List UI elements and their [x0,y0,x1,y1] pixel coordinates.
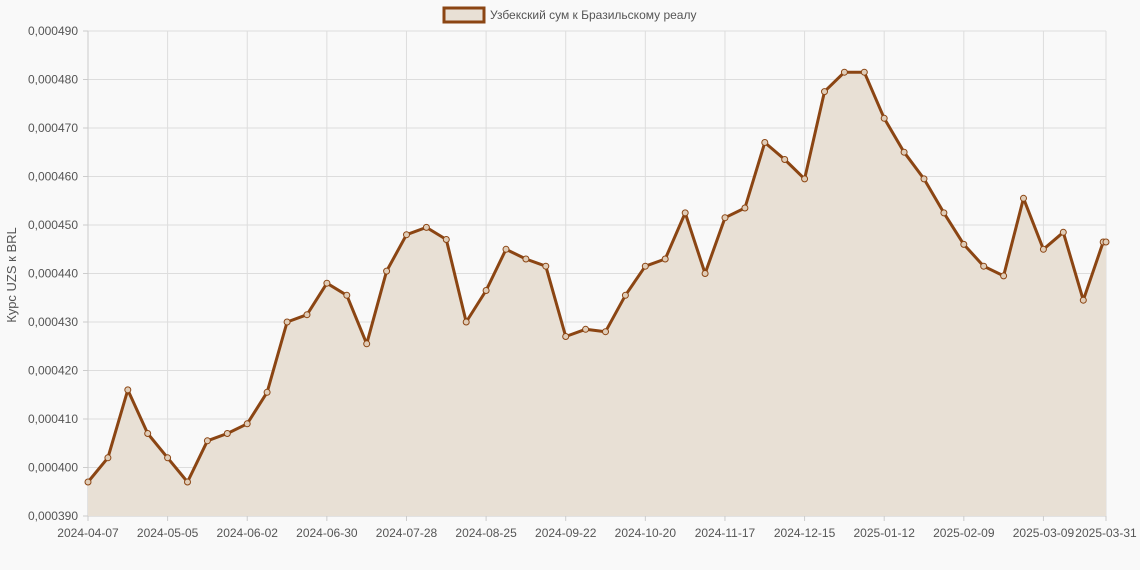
y-tick-label: 0,000480 [28,73,78,87]
y-tick-label: 0,000490 [28,24,78,38]
data-point[interactable] [980,262,988,270]
data-point[interactable] [283,318,291,326]
data-point[interactable] [1102,238,1110,246]
data-point[interactable] [880,114,888,122]
data-points [84,68,1110,486]
x-tick-label: 2024-09-22 [535,526,597,540]
x-tick-label: 2024-12-15 [774,526,836,540]
y-tick-label: 0,000460 [28,170,78,184]
data-point[interactable] [323,279,331,287]
data-point[interactable] [920,175,928,183]
x-tick-label: 2024-06-02 [217,526,279,540]
legend[interactable]: Узбекский сум к Бразильскому реалу [442,6,696,24]
data-point[interactable] [840,68,848,76]
x-tick-label: 2025-03-09 [1013,526,1075,540]
y-tick-label: 0,000390 [28,509,78,523]
legend-swatch[interactable] [442,6,486,24]
data-point[interactable] [821,88,828,96]
x-tick-label: 2024-07-28 [376,526,438,540]
series-area-fill [88,72,1106,516]
y-axis-ticks: 0,000390 0,000400 0,000410 0,000420 0,000430… [28,24,78,523]
x-tick-label: 2025-03-31 [1075,526,1137,540]
data-point[interactable] [502,245,510,253]
data-point[interactable] [223,430,231,437]
data-point[interactable] [940,209,948,217]
x-tick-label: 2024-10-20 [615,526,677,540]
x-tick-label: 2024-06-30 [296,526,358,540]
data-point[interactable] [781,156,789,163]
data-point[interactable] [701,270,709,277]
y-tick-label: 0,000420 [28,364,78,378]
x-tick-label: 2025-02-09 [933,526,995,540]
data-point[interactable] [263,388,271,396]
data-point[interactable] [124,386,132,394]
data-point[interactable] [383,267,391,275]
series-area [88,72,1106,516]
data-point[interactable] [621,291,629,299]
data-point[interactable] [801,175,809,183]
data-point[interactable] [900,148,908,156]
data-point[interactable] [1039,245,1047,253]
data-point[interactable] [403,231,410,239]
data-point[interactable] [144,430,152,437]
data-point[interactable] [203,437,211,445]
data-point[interactable] [442,236,450,243]
data-point[interactable] [1079,296,1087,304]
data-point[interactable] [1059,228,1067,236]
y-axis-title: Курс UZS к BRL [4,227,19,322]
y-tick-label: 0,000410 [28,412,78,426]
data-point[interactable] [422,223,430,231]
data-point[interactable] [661,255,669,263]
x-tick-label: 2024-05-05 [137,526,199,540]
y-tick-label: 0,000470 [28,121,78,135]
data-point[interactable] [462,318,470,326]
x-tick-label: 2024-08-25 [455,526,517,540]
x-tick-label: 2024-11-17 [695,526,756,540]
data-point[interactable] [681,209,689,217]
data-point[interactable] [84,478,92,486]
data-point[interactable] [522,255,530,263]
y-tick-label: 0,000450 [28,218,78,232]
data-point[interactable] [343,291,351,299]
data-point[interactable] [641,262,649,270]
data-point[interactable] [960,240,968,248]
data-point[interactable] [602,328,609,336]
data-point[interactable] [164,454,172,462]
x-axis-ticks: 2024-04-07 2024-05-05 2024-06-02 2024-06-30… [57,526,1137,540]
data-point[interactable] [363,340,371,348]
data-point[interactable] [562,333,570,340]
data-point[interactable] [761,139,769,146]
data-point[interactable] [582,325,590,333]
data-point[interactable] [741,204,749,212]
data-point[interactable] [1000,272,1008,280]
y-tick-label: 0,000400 [28,461,78,475]
y-tick-label: 0,000430 [28,315,78,329]
data-point[interactable] [542,262,550,270]
data-point[interactable] [303,311,311,319]
y-tick-label: 0,000440 [28,267,78,281]
data-point[interactable] [721,214,729,222]
data-point[interactable] [1020,194,1027,202]
legend-label[interactable]: Узбекский сум к Бразильскому реалу [490,8,696,22]
data-point[interactable] [104,454,112,462]
data-point[interactable] [482,287,490,294]
data-point[interactable] [184,478,191,486]
x-tick-label: 2024-04-07 [57,526,119,540]
data-point[interactable] [860,68,868,76]
data-point[interactable] [243,420,251,428]
x-tick-label: 2025-01-12 [854,526,916,540]
